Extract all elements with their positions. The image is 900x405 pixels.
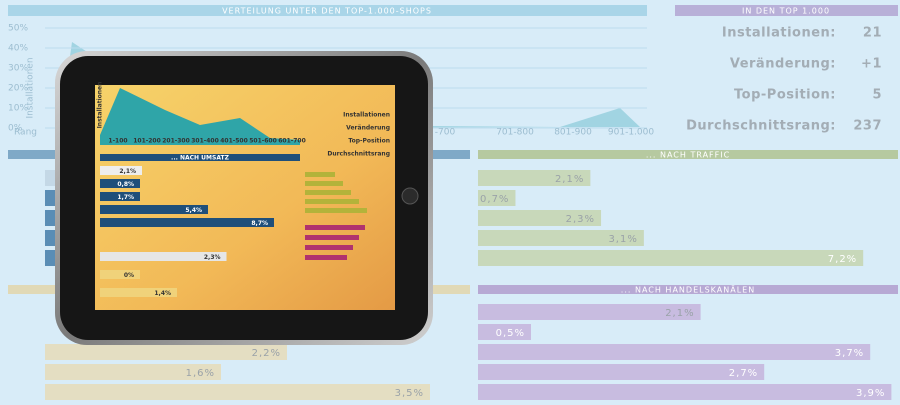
- screen-title: ... NACH UMSATZ: [171, 155, 230, 162]
- screen-bar: [305, 255, 347, 260]
- bar-label: 0,5%: [496, 328, 525, 339]
- screen-bar: [305, 235, 359, 240]
- y-tick-label: 30%: [8, 64, 28, 74]
- bar: [100, 192, 140, 201]
- stat-value: +1: [861, 57, 882, 72]
- home-button: [401, 187, 419, 205]
- bar-label: 0%: [124, 272, 134, 279]
- bar-label: 2,1%: [665, 308, 694, 319]
- y-tick-label: 40%: [8, 44, 28, 54]
- bar-label: 1,7%: [117, 194, 134, 201]
- screen-stat-label: Durchschnittsrang: [327, 151, 390, 158]
- bar: [478, 250, 864, 266]
- bar: [100, 218, 274, 227]
- bar-label: 2,1%: [119, 168, 136, 175]
- screen-x-label: 101-200: [133, 138, 161, 145]
- y-tick-label: 0%: [8, 124, 23, 134]
- screen-area: [100, 88, 300, 145]
- screen-stat-label: Veränderung: [346, 125, 390, 132]
- distribution-title: VERTEILUNG UNTER DEN TOP-1.000-SHOPS: [222, 7, 432, 16]
- screen-bar: [305, 208, 367, 213]
- screen-header: [100, 154, 300, 161]
- bar-label: 2,2%: [252, 348, 281, 359]
- stat-value: 237: [853, 119, 882, 134]
- traffic-title: ... NACH TRAFFIC: [646, 151, 730, 160]
- bar-label: 5,4%: [185, 207, 202, 214]
- stat-value: 21: [863, 26, 882, 41]
- bar-label: 2,3%: [204, 254, 221, 261]
- bar-label: 1,6%: [186, 368, 215, 379]
- x-title: Rang: [14, 128, 37, 138]
- bar: [45, 344, 287, 360]
- bar-label: 8,7%: [251, 220, 268, 227]
- bar: [478, 170, 591, 186]
- bar-label: 3,5%: [395, 388, 424, 399]
- screen-stat-label: Top-Position: [348, 138, 390, 145]
- bar-label: 1,4%: [154, 290, 171, 297]
- bar-label: 0,8%: [117, 181, 134, 188]
- screen-x-label: 601-700: [278, 138, 306, 145]
- bar-label: 3,1%: [608, 234, 637, 245]
- bar: [478, 384, 892, 400]
- channels-title: ... NACH HANDELSKANÄLEN: [621, 285, 755, 295]
- screen-bar: [305, 190, 351, 195]
- screen-x-label: 1-100: [108, 138, 127, 145]
- screen-x-label: 401-500: [220, 138, 248, 145]
- screen-bar: [305, 245, 353, 250]
- bar: [45, 384, 430, 400]
- tablet: Installationen ... NACH UMSATZ 1-100 101-…: [55, 51, 433, 345]
- x-tick-label: 701-800: [496, 128, 534, 138]
- stat-label: Installationen:: [722, 26, 836, 41]
- stat-label: Durchschnittsrang:: [686, 119, 836, 134]
- y-tick-label: 20%: [8, 84, 28, 94]
- bar-label: 2,7%: [729, 368, 758, 379]
- bar-label: 2,3%: [566, 214, 595, 225]
- stat-label: Veränderung:: [730, 57, 836, 72]
- bar-label: 3,7%: [835, 348, 864, 359]
- screen-bar: [305, 172, 335, 177]
- bar: [478, 324, 531, 340]
- screen-bar: [305, 199, 359, 204]
- header-bar: [478, 285, 898, 294]
- header-bar: [675, 5, 898, 16]
- bar: [478, 304, 701, 320]
- bar: [100, 166, 142, 175]
- bar: [100, 288, 177, 297]
- stat-value: 5: [872, 88, 882, 103]
- bar: [100, 179, 140, 188]
- screen-x-label: 501-600: [249, 138, 277, 145]
- screen-bar: [305, 225, 365, 230]
- bar-label: 2,1%: [555, 174, 584, 185]
- x-tick-label: 901-1.000: [608, 128, 654, 138]
- bar: [100, 205, 208, 214]
- stats-title: IN DEN TOP 1.000: [742, 7, 830, 16]
- stat-label: Top-Position:: [734, 88, 836, 103]
- bar: [100, 270, 140, 279]
- screen-stat-label: Installationen: [343, 112, 390, 119]
- x-tick-label: 801-900: [554, 128, 592, 138]
- x-tick-label: -700: [435, 128, 456, 138]
- screen-x-label: 301-400: [191, 138, 219, 145]
- bar: [45, 364, 221, 380]
- bar: [478, 210, 602, 226]
- screen-axis-label: Installationen: [97, 82, 104, 129]
- y-tick-label: 50%: [8, 24, 28, 34]
- header-bar: [8, 5, 647, 16]
- axis-label: Installationen: [26, 57, 36, 118]
- bar: [478, 230, 644, 246]
- y-tick-label: 10%: [8, 104, 28, 114]
- bar: [478, 364, 765, 380]
- bar: [478, 190, 516, 206]
- screen-x-label: 201-300: [162, 138, 190, 145]
- bar-label: 7,2%: [828, 254, 857, 265]
- screen-bar: [305, 181, 343, 186]
- bar: [100, 252, 227, 261]
- bar-label: 3,9%: [856, 388, 885, 399]
- bar: [478, 344, 871, 360]
- bar-label: 0,7%: [480, 194, 509, 205]
- header-bar: [478, 150, 898, 159]
